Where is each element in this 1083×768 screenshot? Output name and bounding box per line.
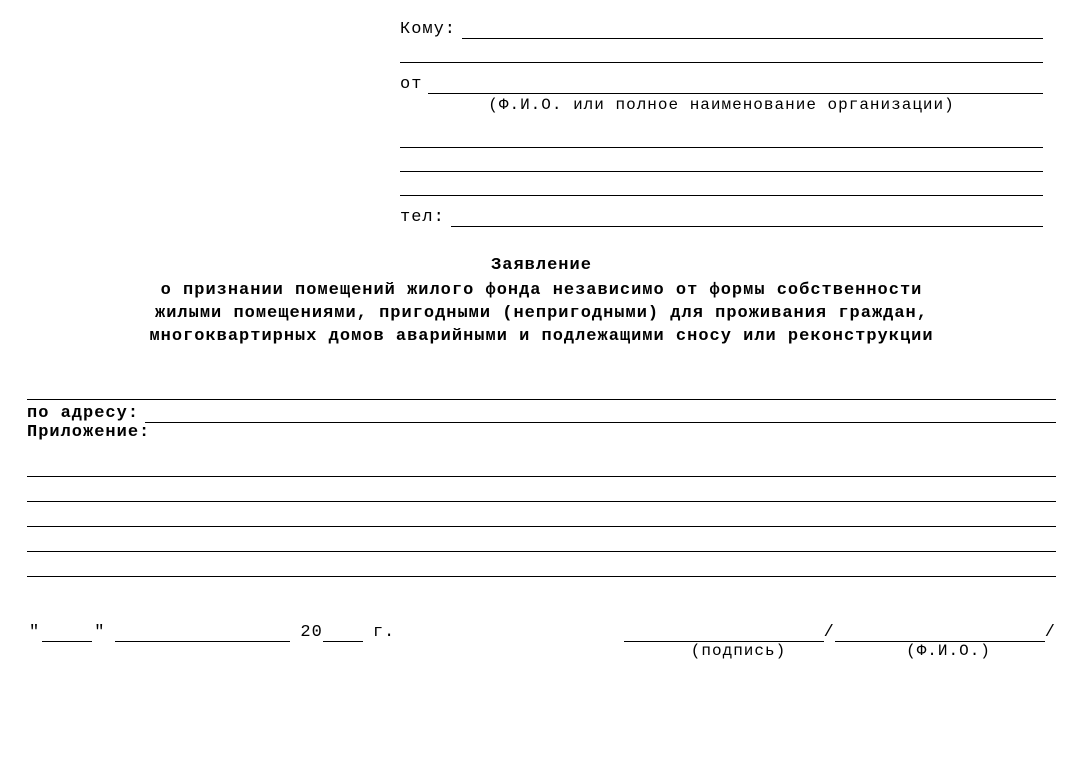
date-month-fill[interactable]: [115, 627, 290, 642]
attach-fill-3[interactable]: [27, 506, 1056, 527]
date-year-fill[interactable]: [323, 627, 363, 642]
title-block: Заявление о признании помещений жилого ф…: [135, 255, 948, 349]
to-label: Кому:: [400, 20, 462, 39]
title-head: Заявление: [135, 255, 948, 278]
extra-fill-2[interactable]: [400, 152, 1043, 172]
address-label: по адресу:: [27, 404, 145, 423]
slash-1: /: [824, 623, 835, 642]
to-fill-2[interactable]: [400, 43, 1043, 63]
year-suffix: г.: [373, 623, 395, 642]
from-line: от: [400, 75, 1043, 94]
extra-fill-3[interactable]: [400, 176, 1043, 196]
signature-hint-row: (подпись) (Ф.И.О.): [27, 642, 1056, 660]
attach-fill-5[interactable]: [27, 556, 1056, 577]
signature-row: " " 20 г. / /: [27, 623, 1056, 642]
quote-open: ": [27, 623, 42, 642]
attach-fill-4[interactable]: [27, 531, 1056, 552]
fio-fill[interactable]: [835, 627, 1045, 642]
signature-hint: (подпись): [636, 642, 841, 660]
signature-fill[interactable]: [624, 627, 824, 642]
from-label: от: [400, 75, 428, 94]
address-line: по адресу:: [27, 404, 1056, 423]
date-day-fill[interactable]: [42, 627, 92, 642]
quote-close: ": [92, 623, 107, 642]
body-fill-1[interactable]: [27, 379, 1056, 400]
address-fill[interactable]: [145, 406, 1056, 423]
slash-2: /: [1045, 623, 1056, 642]
from-fill[interactable]: [428, 79, 1043, 94]
tel-line: тел:: [400, 208, 1043, 227]
attachment-label: Приложение:: [27, 423, 156, 442]
header-block: Кому: от (Ф.И.О. или полное наименование…: [400, 20, 1043, 227]
attachment-line: Приложение:: [27, 423, 1056, 442]
title-body: о признании помещений жилого фонда незав…: [149, 281, 933, 346]
tel-fill[interactable]: [451, 212, 1043, 227]
to-fill[interactable]: [462, 24, 1043, 39]
year-prefix: 20: [300, 623, 322, 642]
attach-fill-1[interactable]: [27, 456, 1056, 477]
body-block: по адресу: Приложение:: [27, 379, 1056, 577]
from-hint: (Ф.И.О. или полное наименование организа…: [400, 96, 1043, 114]
attach-fill-2[interactable]: [27, 481, 1056, 502]
tel-label: тел:: [400, 208, 451, 227]
fio-hint: (Ф.И.О.): [841, 642, 1056, 660]
extra-fill-1[interactable]: [400, 128, 1043, 148]
to-line: Кому:: [400, 20, 1043, 39]
